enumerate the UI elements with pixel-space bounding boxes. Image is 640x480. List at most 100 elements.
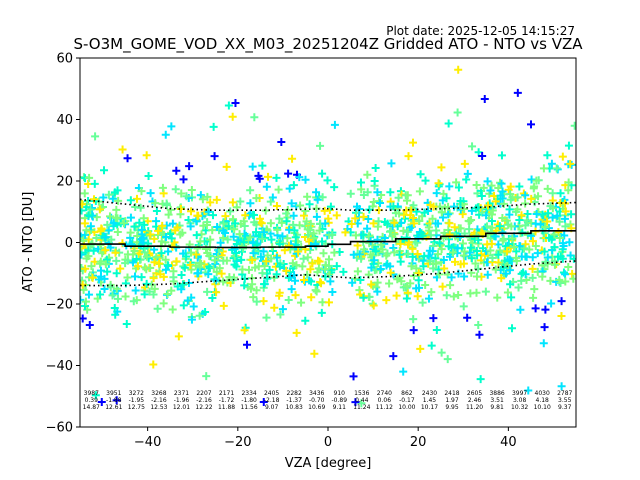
scatter-point xyxy=(132,254,141,263)
bin-std: 11.88 xyxy=(218,404,235,411)
scatter-point xyxy=(135,218,144,227)
bin-std: 12.53 xyxy=(150,404,167,411)
y-tick-label: 40 xyxy=(56,113,73,128)
scatter-point xyxy=(91,391,100,400)
scatter-point xyxy=(193,244,202,253)
scatter-point xyxy=(236,197,245,206)
scatter-point xyxy=(187,248,196,257)
scatter-point xyxy=(372,283,381,292)
scatter-point xyxy=(364,215,373,224)
scatter-point xyxy=(412,264,421,273)
scatter-point xyxy=(182,192,191,201)
scatter-point xyxy=(521,199,530,208)
scatter-point xyxy=(222,162,231,171)
scatter-point xyxy=(295,173,304,182)
scatter-point xyxy=(142,252,151,261)
scatter-point xyxy=(408,252,417,261)
scatter-point xyxy=(478,151,487,160)
scatter-point xyxy=(112,205,121,214)
scatter-point xyxy=(123,154,132,163)
scatter-point xyxy=(550,230,559,239)
scatter-point xyxy=(347,220,356,229)
scatter-point xyxy=(359,293,368,302)
bin-mean: 1.97 xyxy=(445,397,459,404)
bin-mean: 0.39 xyxy=(85,397,99,404)
scatter-point xyxy=(131,286,140,295)
scatter-point xyxy=(434,179,443,188)
scatter-point xyxy=(96,257,105,266)
scatter-point xyxy=(567,210,576,219)
scatter-point xyxy=(151,199,160,208)
scatter-point xyxy=(196,237,205,246)
scatter-point xyxy=(446,281,455,290)
scatter-point xyxy=(497,274,506,283)
scatter-point xyxy=(528,253,537,262)
scatter-point xyxy=(450,257,459,266)
scatter-point xyxy=(437,208,446,217)
scatter-point xyxy=(326,202,335,211)
scatter-point xyxy=(289,211,298,220)
scatter-point xyxy=(312,287,321,296)
scatter-point xyxy=(313,256,322,265)
scatter-point xyxy=(390,248,399,257)
scatter-point xyxy=(538,272,547,281)
scatter-point xyxy=(468,239,477,248)
x-tick-label: 40 xyxy=(500,435,517,450)
scatter-point xyxy=(541,223,550,232)
scatter-point xyxy=(154,259,163,268)
plot-date: Plot date: 2025-12-05 14:15:27 xyxy=(386,24,575,38)
scatter-point xyxy=(206,235,215,244)
scatter-point xyxy=(230,245,239,254)
scatter-point xyxy=(472,246,481,255)
scatter-point xyxy=(123,250,132,259)
scatter-point xyxy=(223,235,232,244)
scatter-point xyxy=(258,269,267,278)
scatter-point xyxy=(301,316,310,325)
scatter-point xyxy=(543,151,552,160)
scatter-point xyxy=(475,330,484,339)
bin-count: 3886 xyxy=(489,390,504,397)
scatter-point xyxy=(96,290,105,299)
scatter-point xyxy=(248,162,257,171)
bin-count: 3987 xyxy=(84,390,99,397)
scatter-point xyxy=(311,286,320,295)
scatter-point xyxy=(292,328,301,337)
scatter-point xyxy=(213,222,222,231)
scatter-point xyxy=(86,205,95,214)
scatter-point xyxy=(291,291,300,300)
scatter-point xyxy=(240,326,249,335)
scatter-point xyxy=(523,209,532,218)
scatter-point xyxy=(440,264,449,273)
scatter-point xyxy=(96,227,105,236)
scatter-point xyxy=(81,230,90,239)
scatter-point xyxy=(556,189,565,198)
scatter-point xyxy=(159,299,168,308)
scatter-point xyxy=(497,151,506,160)
scatter-point xyxy=(301,175,310,184)
scatter-point xyxy=(415,187,424,196)
x-tick-label: 0 xyxy=(324,435,332,450)
scatter-point xyxy=(408,138,417,147)
scatter-point xyxy=(545,233,554,242)
scatter-point xyxy=(229,232,238,241)
bin-mean: -1.88 xyxy=(106,397,122,404)
scatter-point xyxy=(560,214,569,223)
scatter-point xyxy=(86,241,95,250)
scatter-point xyxy=(226,207,235,216)
scatter-point xyxy=(301,206,310,215)
scatter-point xyxy=(414,268,423,277)
scatter-point xyxy=(508,234,517,243)
scatter-point xyxy=(168,219,177,228)
scatter-point xyxy=(456,260,465,269)
scatter-point xyxy=(480,251,489,260)
scatter-point xyxy=(237,255,246,264)
scatter-point xyxy=(186,222,195,231)
scatter-point xyxy=(513,205,522,214)
scatter-point xyxy=(561,207,570,216)
scatter-point xyxy=(103,267,112,276)
scatter-point xyxy=(531,304,540,313)
scatter-point xyxy=(105,212,114,221)
scatter-point xyxy=(266,197,275,206)
scatter-point xyxy=(262,257,271,266)
scatter-point xyxy=(561,270,570,279)
